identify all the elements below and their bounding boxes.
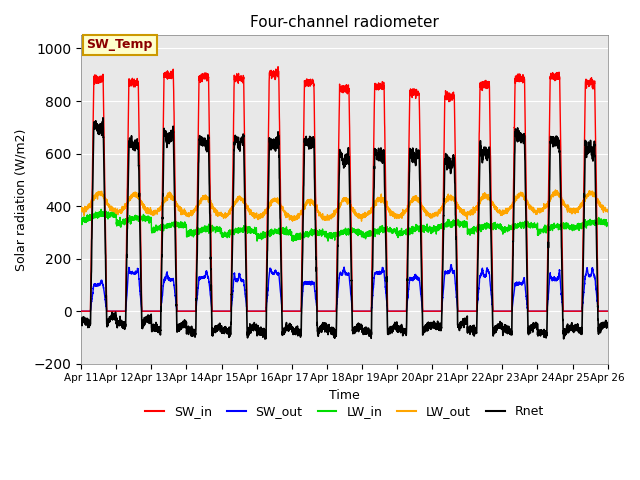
Title: Four-channel radiometer: Four-channel radiometer [250,15,439,30]
Y-axis label: Solar radiation (W/m2): Solar radiation (W/m2) [15,128,28,271]
Legend: SW_in, SW_out, LW_in, LW_out, Rnet: SW_in, SW_out, LW_in, LW_out, Rnet [140,400,548,423]
X-axis label: Time: Time [329,389,360,402]
Text: SW_Temp: SW_Temp [86,38,153,51]
